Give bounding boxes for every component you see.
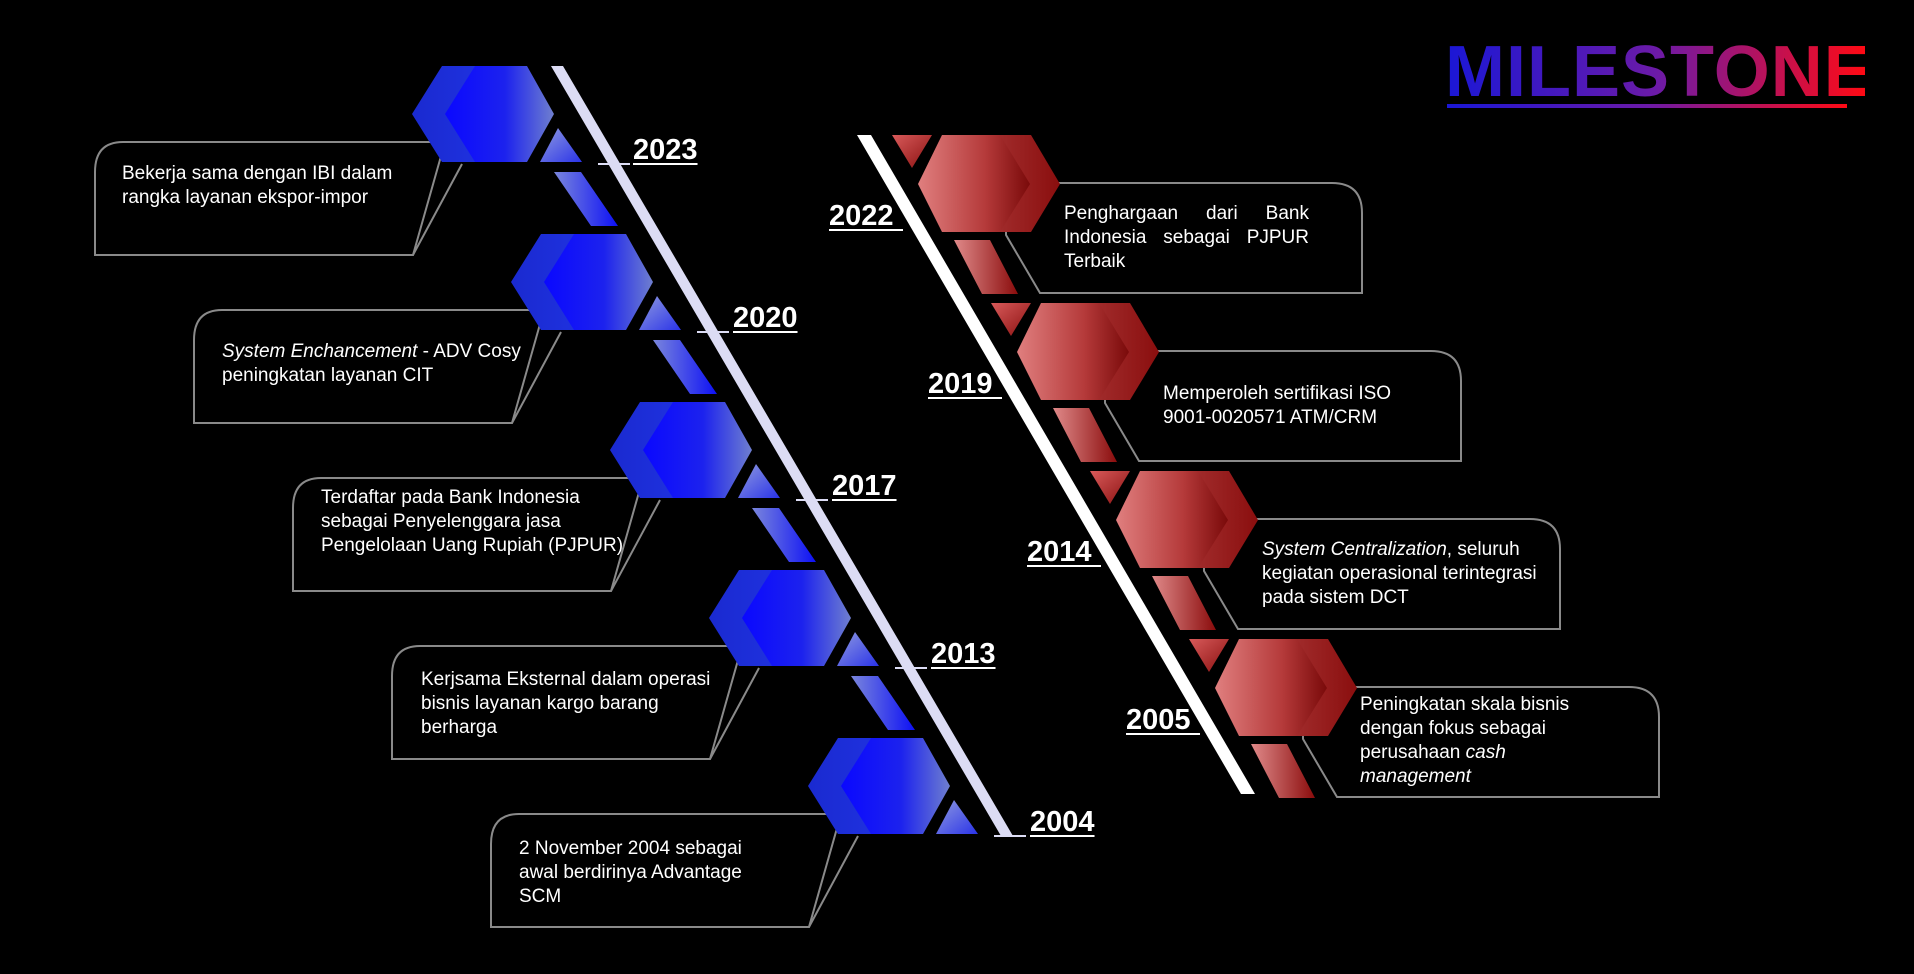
milestone-desc-2023: Bekerja sama dengan IBI dalam rangka lay… xyxy=(122,162,422,210)
year-label-2022: 2022 xyxy=(829,200,894,232)
callout-box-2019 xyxy=(1104,350,1462,462)
triangle-2023 xyxy=(540,128,582,162)
callout-box-2005 xyxy=(1302,686,1660,798)
parallelogram-2005 xyxy=(1251,744,1315,798)
milestone-desc-2004: 2 November 2004 sebagai awal berdirinya … xyxy=(519,837,784,909)
parallelogram-2022 xyxy=(954,240,1018,294)
hexagon-2004 xyxy=(841,738,950,834)
milestone-desc-2019: Memperoleh sertifikasi ISO 9001-0020571 … xyxy=(1163,382,1443,430)
milestone-desc-2017: Terdaftar pada Bank Indonesia sebagai Pe… xyxy=(321,486,626,558)
year-label-2005: 2005 xyxy=(1126,704,1191,736)
hexagon-2023 xyxy=(445,66,554,162)
triangle-2019 xyxy=(991,303,1031,336)
milestone-desc-2014: System Centralization, seluruh kegiatan … xyxy=(1262,538,1542,610)
triangle-2022 xyxy=(892,135,932,168)
year-label-2023: 2023 xyxy=(633,134,698,166)
desc-2014-text: , seluruh kegiatan operasional terintegr… xyxy=(1262,539,1537,608)
desc-2020-italic: System Enchancement xyxy=(222,341,418,362)
title-underline xyxy=(1447,104,1847,108)
desc-2014-italic: System Centralization xyxy=(1262,539,1447,560)
parallelogram-2013 xyxy=(851,676,915,730)
desc-2004-text: 2 November 2004 sebagai awal berdirinya … xyxy=(519,838,742,907)
hexagon-2013 xyxy=(742,570,851,666)
milestone-desc-2013: Kerjsama Eksternal dalam operasi bisnis … xyxy=(421,668,711,740)
year-label-2019: 2019 xyxy=(928,368,993,400)
triangle-2014 xyxy=(1090,471,1130,504)
connector-line-2004 xyxy=(808,835,859,928)
hexagon-2005 xyxy=(1215,639,1327,736)
milestone-desc-2020: System Enchancement - ADV Cosy peningkat… xyxy=(222,340,522,388)
triangle-2005 xyxy=(1189,639,1229,672)
hexagon-2014 xyxy=(1116,471,1228,568)
connector-line-2017 xyxy=(610,499,661,592)
callout-box-2017 xyxy=(292,477,645,592)
right-timeline-line xyxy=(857,135,1255,794)
parallelogram-2014 xyxy=(1152,576,1216,630)
desc-2017-text: Terdaftar pada Bank Indonesia sebagai Pe… xyxy=(321,487,624,556)
parallelogram-2023 xyxy=(554,172,618,226)
triangle-2013 xyxy=(837,632,879,666)
year-label-2014: 2014 xyxy=(1027,536,1092,568)
triangle-2017 xyxy=(738,464,780,498)
desc-2020-text: - ADV Cosy peningkatan layanan CIT xyxy=(222,341,521,386)
callout-box-2013 xyxy=(391,645,744,760)
triangle-2020 xyxy=(639,296,681,330)
year-label-2004: 2004 xyxy=(1030,806,1095,838)
callout-box-2014 xyxy=(1203,518,1561,630)
parallelogram-2019 xyxy=(1053,408,1117,462)
hexagon-2020 xyxy=(544,234,653,330)
year-label-2013: 2013 xyxy=(931,638,996,670)
callout-box-2022 xyxy=(1005,182,1363,294)
desc-2005-text: Peningkatan skala bisnis dengan fokus se… xyxy=(1360,694,1570,763)
year-label-2017: 2017 xyxy=(832,470,897,502)
callout-box-2023 xyxy=(94,141,447,256)
connector-line-2013 xyxy=(709,667,760,760)
milestone-desc-2005: Peningkatan skala bisnis dengan fokus se… xyxy=(1360,693,1600,789)
parallelogram-2020 xyxy=(653,340,717,394)
callout-box-2004 xyxy=(490,813,843,928)
year-label-2020: 2020 xyxy=(733,302,798,334)
desc-2022-text: Penghargaan dari Bank Indonesia sebagai … xyxy=(1064,203,1309,272)
milestone-desc-2022: Penghargaan dari Bank Indonesia sebagai … xyxy=(1064,202,1309,274)
desc-2023-text: Bekerja sama dengan IBI dalam rangka lay… xyxy=(122,163,393,208)
hexagon-2022 xyxy=(918,135,1030,232)
connector-line-2023 xyxy=(412,163,463,256)
desc-2013-text: Kerjsama Eksternal dalam operasi bisnis … xyxy=(421,669,711,738)
triangle-2004 xyxy=(936,800,978,834)
hexagon-2017 xyxy=(643,402,752,498)
desc-2005-italic: cash management xyxy=(1360,742,1506,787)
milestone-title: MILESTONE xyxy=(1445,32,1873,112)
desc-2019-text: Memperoleh sertifikasi ISO 9001-0020571 … xyxy=(1163,383,1392,428)
left-timeline-line xyxy=(551,66,1013,836)
callout-box-2020 xyxy=(193,309,546,424)
connector-line-2020 xyxy=(511,331,562,424)
parallelogram-2017 xyxy=(752,508,816,562)
hexagon-2019 xyxy=(1017,303,1129,400)
